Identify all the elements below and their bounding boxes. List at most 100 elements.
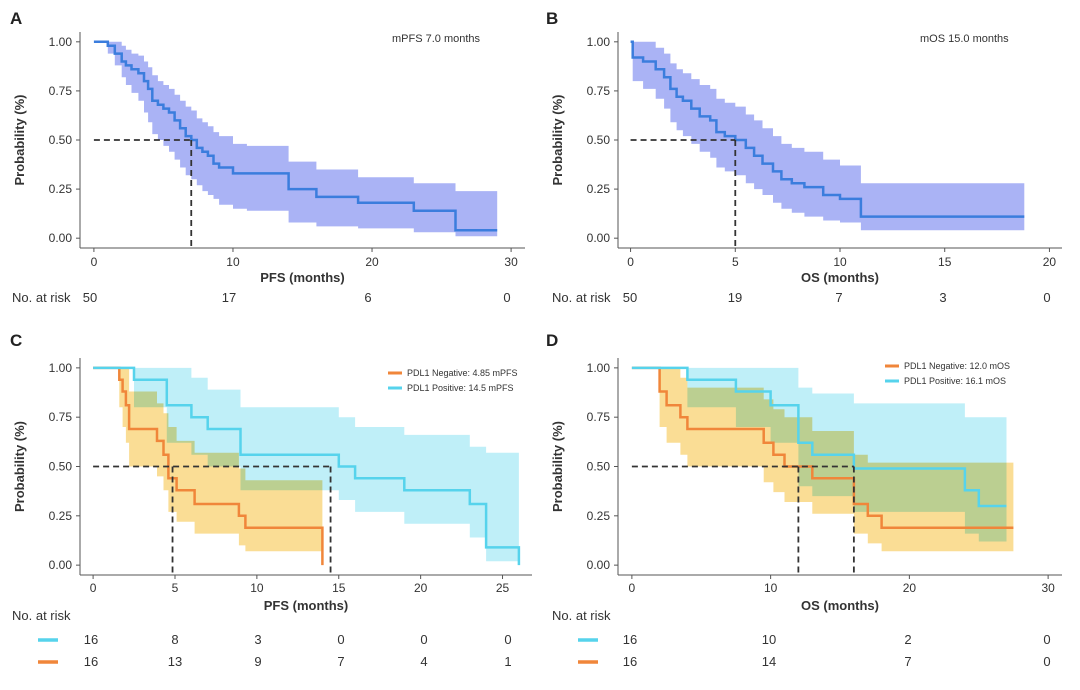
- panel-letter: D: [546, 331, 558, 350]
- y-tick-label: 0.50: [587, 133, 611, 147]
- risk-value: 16: [84, 632, 98, 647]
- risk-value: 10: [762, 632, 776, 647]
- risk-value: 3: [254, 632, 261, 647]
- y-tick-label: 0.50: [49, 460, 73, 474]
- survival-curve-1: [631, 366, 1007, 508]
- x-tick-label: 20: [1043, 255, 1057, 269]
- y-axis-label: Probability (%): [550, 421, 565, 512]
- survival-curve-0: [93, 366, 324, 566]
- y-axis-label: Probability (%): [550, 94, 565, 185]
- y-tick-label: 0.50: [49, 133, 73, 147]
- survival-curve-1: [93, 366, 521, 566]
- risk-value: 0: [1043, 654, 1050, 669]
- risk-value: 8: [171, 632, 178, 647]
- x-tick-label: 10: [250, 581, 264, 595]
- panel-a: A 0.00 0.25 0.50 0.75 1.00 0 10 20 30 PFS (months)…: [10, 9, 525, 305]
- risk-value: 0: [504, 632, 511, 647]
- x-tick-label: 0: [90, 581, 97, 595]
- x-tick-label: 0: [629, 581, 636, 595]
- y-tick-label: 0.00: [587, 558, 611, 572]
- risk-value: 9: [254, 654, 261, 669]
- risk-value: 0: [1043, 632, 1050, 647]
- x-tick-label: 25: [496, 581, 510, 595]
- x-axis-label: OS (months): [801, 270, 879, 285]
- risk-value: 50: [623, 290, 637, 305]
- x-tick-label: 5: [172, 581, 179, 595]
- risk-value: 7: [835, 290, 842, 305]
- risk-table-label: No. at risk: [12, 608, 71, 623]
- x-tick-label: 10: [764, 581, 778, 595]
- risk-value: 16: [623, 632, 637, 647]
- x-tick-label: 30: [504, 255, 518, 269]
- risk-value: 19: [728, 290, 742, 305]
- median-annotation: mOS 15.0 months: [920, 33, 1009, 45]
- risk-value: 0: [503, 290, 510, 305]
- survival-curve-0: [93, 40, 498, 232]
- y-tick-label: 1.00: [587, 35, 611, 49]
- legend-label-1: PDL1 Positive: 14.5 mPFS: [407, 383, 514, 393]
- y-tick-label: 1.00: [49, 361, 73, 375]
- risk-value: 16: [84, 654, 98, 669]
- y-axis-label: Probability (%): [12, 421, 27, 512]
- risk-value: 2: [904, 632, 911, 647]
- y-tick-label: 0.25: [587, 509, 611, 523]
- y-tick-label: 0.50: [587, 460, 611, 474]
- y-tick-label: 1.00: [49, 35, 73, 49]
- risk-value: 14: [762, 654, 776, 669]
- x-axis-label: OS (months): [801, 598, 879, 613]
- y-tick-label: 0.75: [587, 410, 611, 424]
- risk-value: 7: [337, 654, 344, 669]
- risk-value: 17: [222, 290, 236, 305]
- risk-value: 1: [504, 654, 511, 669]
- risk-value: 16: [623, 654, 637, 669]
- risk-value: 0: [337, 632, 344, 647]
- y-tick-label: 0.00: [587, 231, 611, 245]
- risk-value: 4: [420, 654, 427, 669]
- y-tick-label: 0.00: [49, 558, 73, 572]
- y-tick-label: 0.75: [587, 84, 611, 98]
- survival-curve-0: [630, 40, 1025, 218]
- x-axis-label: PFS (months): [264, 598, 349, 613]
- median-annotation: mPFS 7.0 months: [392, 33, 481, 45]
- x-tick-label: 10: [833, 255, 847, 269]
- x-tick-label: 10: [226, 255, 240, 269]
- y-axis-label: Probability (%): [12, 94, 27, 185]
- risk-value: 0: [1043, 290, 1050, 305]
- risk-table-label: No. at risk: [12, 290, 71, 305]
- x-tick-label: 20: [414, 581, 428, 595]
- panel-letter: A: [10, 9, 22, 28]
- legend-label-0: PDL1 Negative: 4.85 mPFS: [407, 368, 518, 378]
- risk-value: 50: [83, 290, 97, 305]
- y-tick-label: 0.25: [587, 182, 611, 196]
- x-tick-label: 20: [365, 255, 379, 269]
- legend-label-1: PDL1 Positive: 16.1 mOS: [904, 376, 1006, 386]
- x-tick-label: 5: [732, 255, 739, 269]
- panel-b: B 0.00 0.25 0.50 0.75 1.00 0 5 10 15 20 OS (months)…: [546, 9, 1062, 305]
- panel-letter: C: [10, 331, 22, 350]
- risk-value: 3: [939, 290, 946, 305]
- y-tick-label: 0.25: [49, 182, 73, 196]
- x-tick-label: 0: [91, 255, 98, 269]
- legend-label-0: PDL1 Negative: 12.0 mOS: [904, 361, 1010, 371]
- y-tick-label: 0.25: [49, 509, 73, 523]
- ci-band-0: [630, 41, 1025, 231]
- x-tick-label: 15: [938, 255, 952, 269]
- survival-curve-0: [631, 366, 1014, 529]
- ci-band-0: [93, 41, 498, 237]
- x-tick-label: 15: [332, 581, 346, 595]
- x-tick-label: 30: [1041, 581, 1055, 595]
- y-tick-label: 0.00: [49, 231, 73, 245]
- risk-value: 0: [420, 632, 427, 647]
- y-tick-label: 0.75: [49, 410, 73, 424]
- x-tick-label: 0: [627, 255, 634, 269]
- panel-letter: B: [546, 9, 558, 28]
- risk-value: 7: [904, 654, 911, 669]
- risk-table-label: No. at risk: [552, 608, 611, 623]
- x-tick-label: 20: [903, 581, 917, 595]
- risk-value: 13: [168, 654, 182, 669]
- y-tick-label: 0.75: [49, 84, 73, 98]
- risk-table-label: No. at risk: [552, 290, 611, 305]
